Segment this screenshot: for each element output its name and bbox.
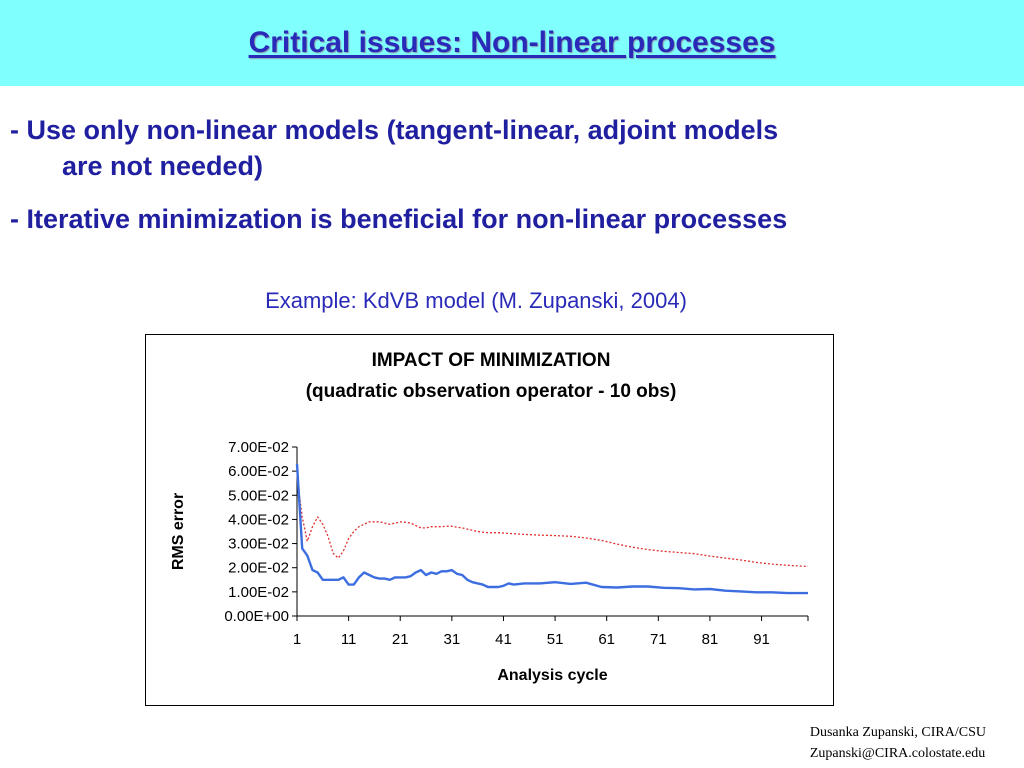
y-tick-label: 7.00E-02 [228,439,289,456]
example-caption: Example: KdVB model (M. Zupanski, 2004) [265,288,687,313]
y-tick-label: 4.00E-02 [228,511,289,528]
title-band [0,0,1024,86]
y-tick-label: 0.00E+00 [224,608,289,625]
y-tick-label: 5.00E-02 [228,487,289,504]
y-tick-label: 2.00E-02 [228,560,289,577]
series-line-dashed [296,475,809,568]
x-tick-label: 11 [341,631,357,648]
y-tick-label: 1.00E-02 [228,584,289,601]
x-tick-label: 21 [392,631,409,648]
x-tick-label: 1 [293,631,301,648]
footer-credit: Dusanka Zupanski, CIRA/CSU Zupanski@CIRA… [810,722,986,764]
x-tick-label: 31 [444,631,461,648]
x-tick-label: 81 [702,631,719,648]
x-tick-label: 91 [753,631,770,648]
bullet-1-line-2: are not needed) [62,151,264,181]
x-tick-label: 61 [598,631,615,648]
chart-title: IMPACT OF MINIMIZATION [372,350,611,371]
x-tick-label: 71 [650,631,667,648]
slide-title: Critical issues: Non-linear processes [248,26,776,59]
chart-subtitle: (quadratic observation operator - 10 obs… [306,381,677,402]
x-tick-label: 51 [547,631,564,648]
x-axis-label: Analysis cycle [497,667,607,684]
x-tick-label: 41 [495,631,512,648]
bullet-iterative-minimization: - Iterative minimization is beneficial f… [10,204,788,234]
footer-email: Zupanski@CIRA.colostate.edu [809,746,986,761]
chart-frame: IMPACT OF MINIMIZATION (quadratic observa… [145,334,834,706]
series-line-solid [295,463,808,595]
y-tick-label: 6.00E-02 [228,463,289,480]
rms-error-chart: IMPACT OF MINIMIZATION (quadratic observa… [170,350,809,684]
y-axis-label: RMS error [170,493,187,570]
bullet-non-linear-models: - Use only non-linear models (tangent-li… [10,112,1010,184]
bullet-1-line-1: - Use only non-linear models (tangent-li… [10,115,779,145]
footer-author: Dusanka Zupanski, CIRA/CSU [809,725,986,740]
y-tick-label: 3.00E-02 [228,536,289,553]
